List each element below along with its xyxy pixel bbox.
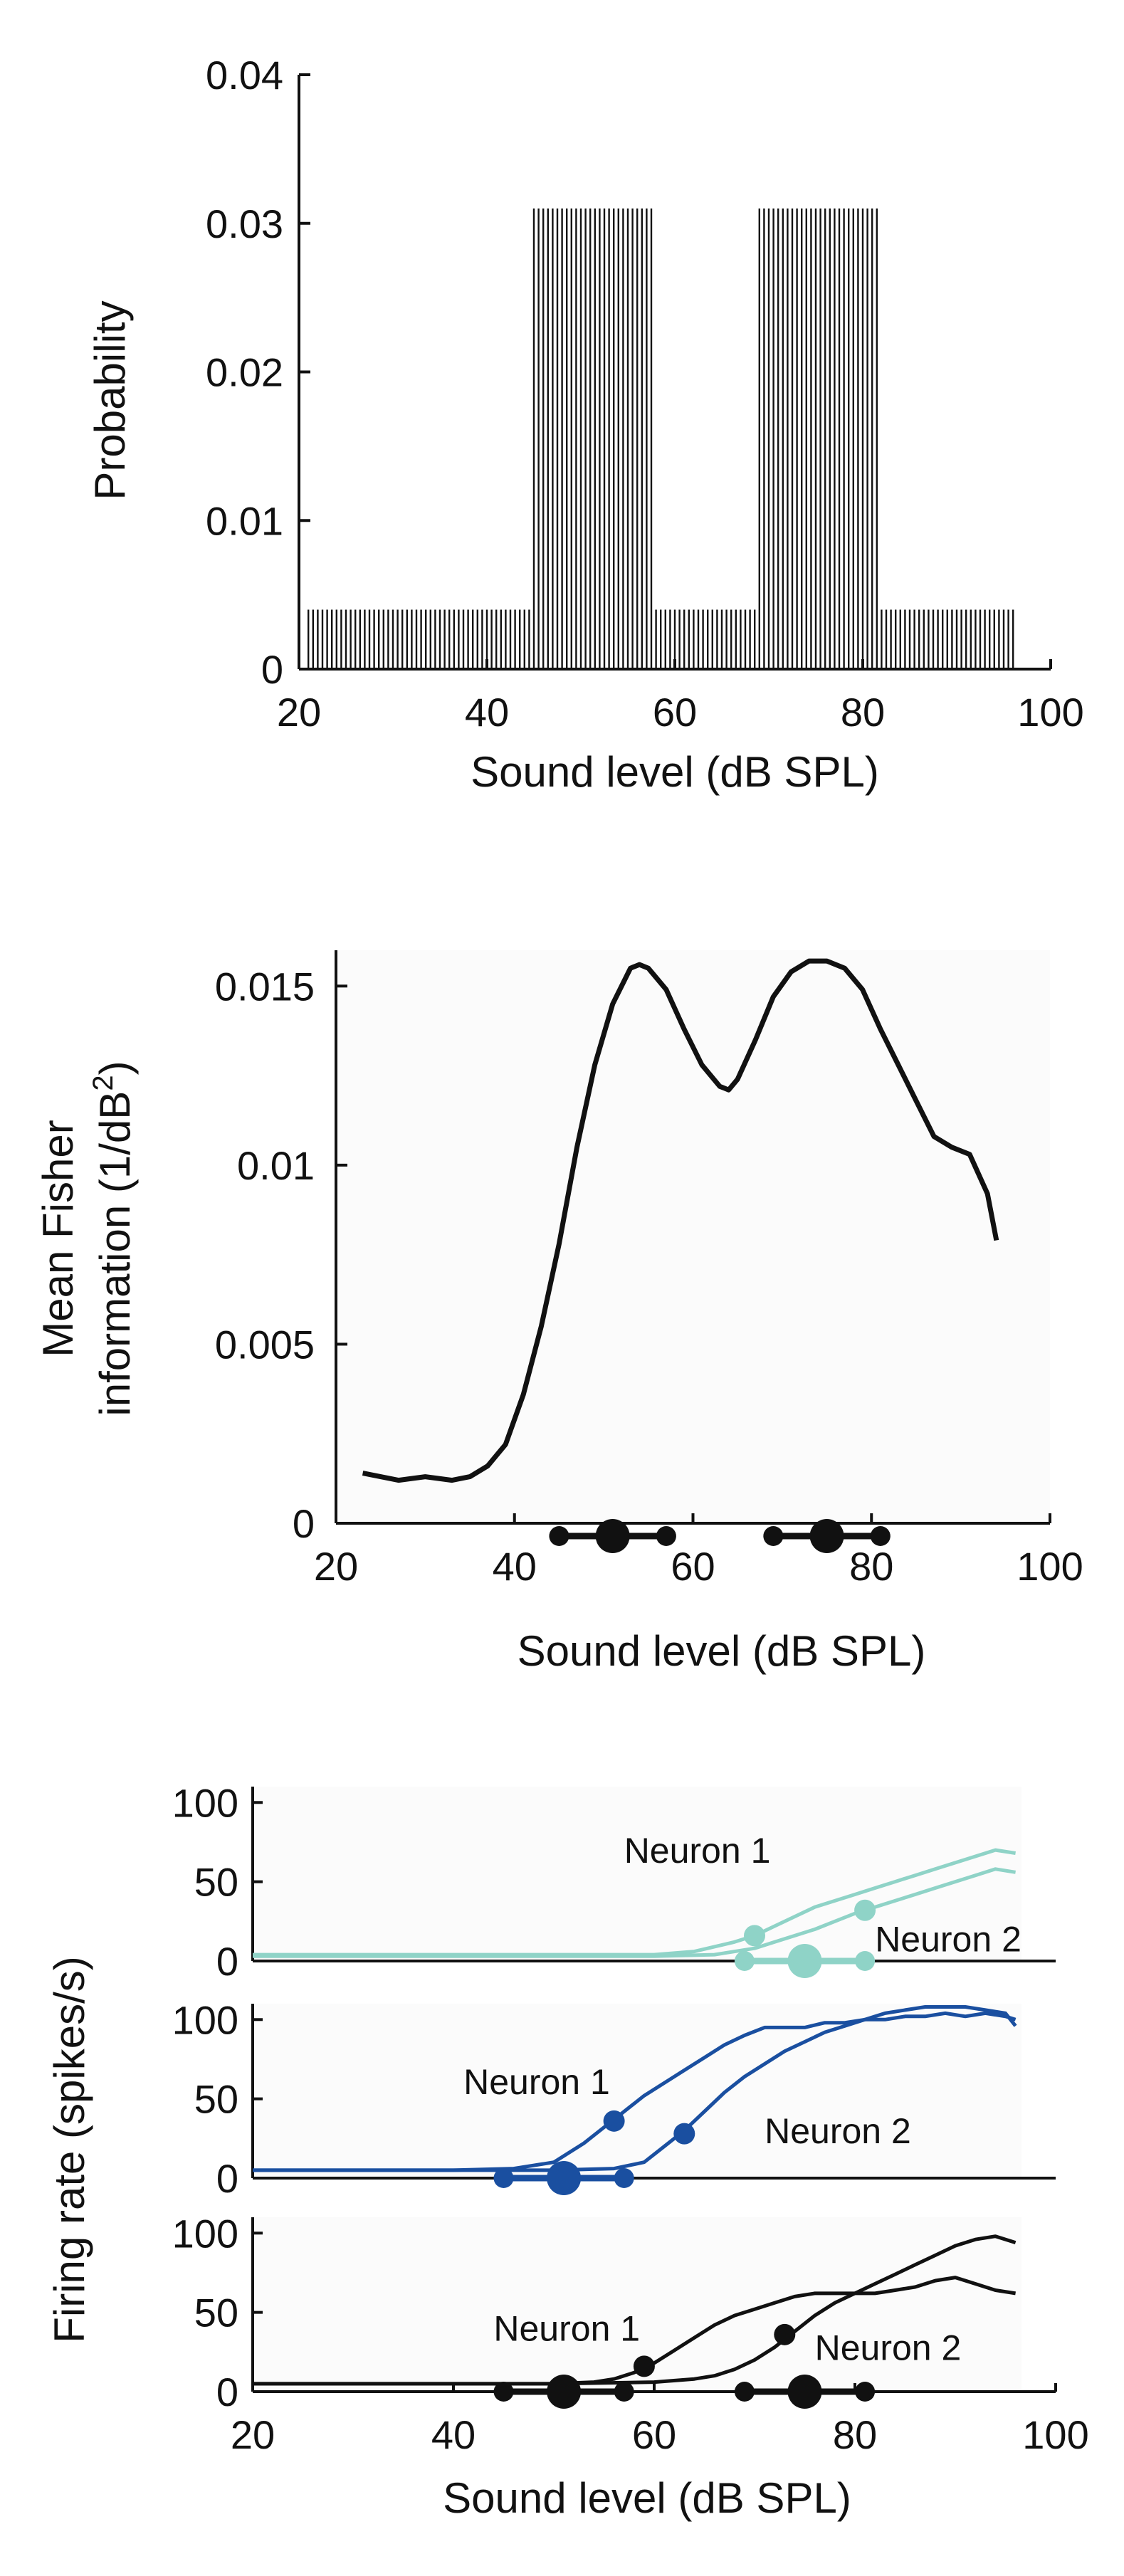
y-tick-label: 50 [194,2291,238,2335]
stimulus-dot [549,1526,569,1546]
x-axis-title: Sound level (dB SPL) [471,748,879,796]
x-tick-label: 80 [841,690,885,735]
fisher-information-curve [362,958,999,1483]
y-tick-label: 0.03 [206,201,283,246]
y-axis-title-line2: information (1/dB2) [88,1061,139,1416]
stimulus-dot-large [547,2375,582,2409]
panel-background [253,2004,1021,2178]
firing-rate-panel: 0 50 100 Neuron 1 Neuron 2 [172,2211,1056,2414]
y-tick-label: 0 [216,2370,238,2414]
firing-rate-plots: 0 50 100 Neuron 1 Neuron 2 0 50 100 Neuron 1 Neur… [46,1780,1089,2522]
stimulus-dot [614,2382,634,2402]
neuron-2-curve [253,1867,1016,1958]
neuron-2-label: Neuron 2 [815,2328,962,2367]
x-tick-label: 80 [849,1544,893,1589]
x-tick-label: 100 [1017,690,1083,735]
y-tick-label: 50 [194,1860,238,1905]
stimulus-dot-large [547,2161,582,2195]
y-axis-title-line1: Mean Fisher [34,1120,82,1357]
plot-background [336,950,1050,1523]
y-tick-label: 100 [172,1780,238,1825]
x-tick-label: 20 [231,2412,275,2457]
x-tick-label: 20 [314,1544,358,1589]
stimulus-dot [656,1526,676,1546]
stimulus-dot [763,1526,784,1546]
x-tick-label: 60 [671,1544,715,1589]
x-axis-title: Sound level (dB SPL) [443,2474,851,2522]
y-tick-label: 0.04 [206,53,283,98]
neuron-1-label: Neuron 1 [493,2309,640,2349]
x-tick-label: 40 [493,1544,537,1589]
y-tick-label: 0 [293,1501,315,1546]
x-tick-label: 60 [653,690,697,735]
y-tick-label: 0 [261,647,283,692]
x-tick-label: 100 [1022,2412,1088,2457]
fisher-information-plot: 0 0.005 0.01 0.015 20 40 60 80 100 Sound level (d… [34,950,1083,1675]
stimulus-dot [870,1526,891,1546]
x-tick-label: 20 [277,690,321,735]
stimulus-dot [734,2382,755,2402]
x-tick-label: 80 [833,2412,877,2457]
y-tick-label: 0.01 [237,1143,315,1188]
stimulus-dot [734,1951,755,1971]
neuron-1-curve [253,2011,1017,2172]
neuron-1-marker [744,1925,765,1947]
histogram-bars [308,208,1014,669]
x-tick-label: 40 [431,2412,476,2457]
y-tick-label: 50 [194,2077,238,2122]
x-tick-label: 40 [465,690,509,735]
firing-rate-panel: 0 50 100 Neuron 1 Neuron 2 [172,1997,1056,2201]
x-tick-label: 100 [1017,1544,1083,1589]
stimulus-dot [614,2168,634,2188]
y-tick-label: 0.005 [215,1322,315,1367]
probability-histogram: 0 0.01 0.02 0.03 0.04 20 40 60 80 100 Sound level … [86,53,1084,796]
stimulus-dot-large [787,1944,822,1978]
stimulus-dot [493,2382,514,2402]
y-axis-title: Firing rate (spikes/s) [46,1956,93,2343]
x-axis-title: Sound level (dB SPL) [518,1627,926,1675]
neuron-1-label: Neuron 1 [463,2062,610,2102]
neuron-2-marker [774,2323,796,2345]
stimulus-dot-large [809,1519,844,1553]
y-tick-label: 100 [172,1997,238,2042]
stimulus-dot [493,2168,514,2188]
y-tick-label: 0.02 [206,350,283,395]
neuron-2-label: Neuron 2 [765,2111,911,2151]
y-tick-label: 100 [172,2211,238,2256]
y-tick-label: 0.015 [215,964,315,1009]
panel-background [253,1787,1021,1961]
neuron-2-marker [673,2123,695,2145]
neuron-2-curve [253,2005,1017,2172]
y-axis-title: Probability [86,300,134,500]
x-tick-label: 60 [632,2412,676,2457]
y-tick-label: 0.01 [206,498,283,543]
y-tick-label: 0 [216,2156,238,2201]
stimulus-dot [855,2382,876,2402]
neuron-2-curve [253,2234,1017,2386]
neuron-1-marker [633,2355,655,2377]
stimulus-dot-large [595,1519,630,1553]
neuron-1-marker [603,2110,625,2132]
neuron-2-marker [854,1899,876,1921]
stimulus-dot-large [787,2375,822,2409]
y-tick-label: 0 [216,1939,238,1984]
neuron-2-label: Neuron 2 [875,1920,1021,1960]
stimulus-dot [855,1951,876,1971]
firing-rate-panel: 0 50 100 Neuron 1 Neuron 2 [172,1780,1056,1984]
neuron-1-label: Neuron 1 [624,1831,771,1871]
